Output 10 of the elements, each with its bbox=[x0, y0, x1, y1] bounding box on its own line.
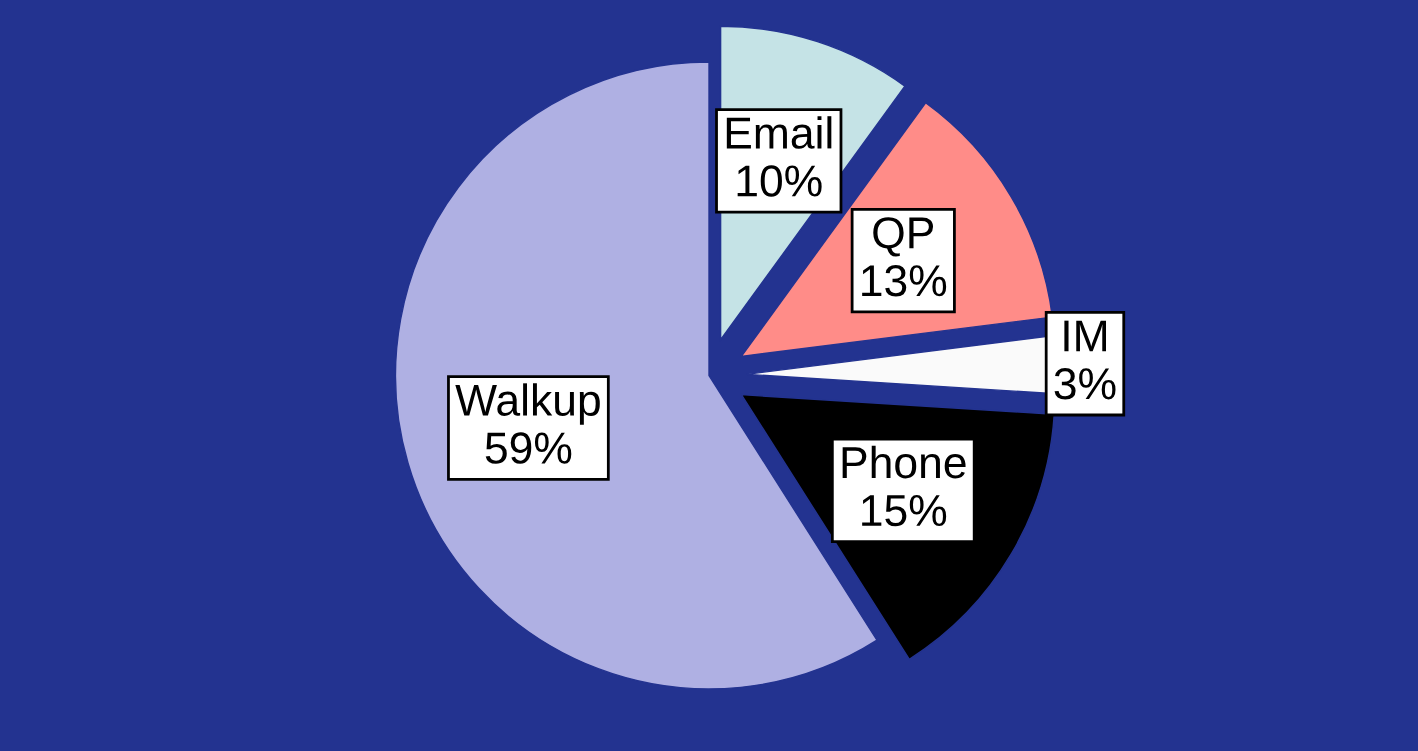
slice-label: IM bbox=[1064, 320, 1107, 352]
data-label: 10% bbox=[737, 165, 822, 197]
slice-label: Phone bbox=[842, 445, 966, 479]
data-label: 13% bbox=[862, 265, 947, 297]
slice-label: Walkup bbox=[455, 383, 600, 425]
data-label: 3% bbox=[1054, 368, 1116, 400]
slice-label: QP bbox=[873, 217, 934, 257]
data-label: 15% bbox=[862, 494, 947, 527]
slice-label: Email bbox=[726, 116, 832, 149]
data-label: 59% bbox=[485, 432, 572, 464]
